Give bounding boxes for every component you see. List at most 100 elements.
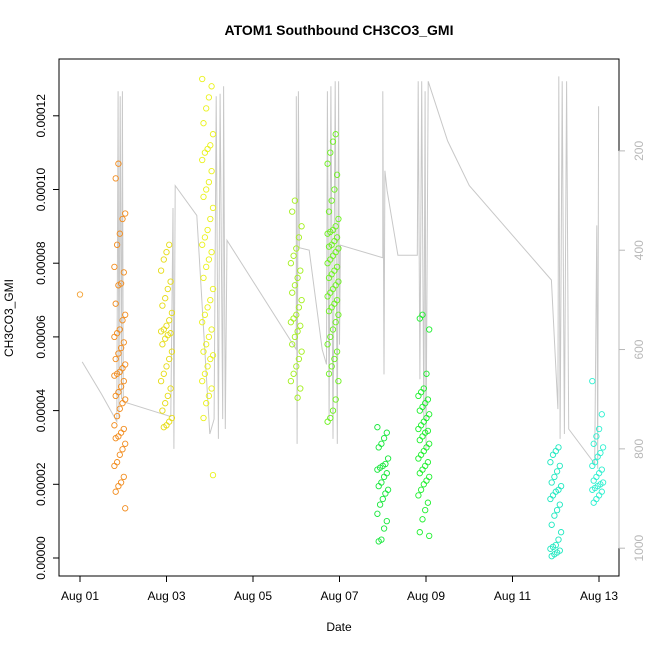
pressure-line-layer [81, 76, 600, 469]
data-points-layer [76, 75, 607, 560]
x-tick-label: Aug 07 [320, 589, 358, 603]
y-tick-label: 0.00002 [34, 462, 48, 506]
data-point [159, 341, 166, 348]
data-point [157, 377, 165, 385]
data-point [294, 394, 301, 401]
data-point [116, 451, 123, 458]
data-point [589, 377, 596, 385]
data-point [120, 269, 127, 276]
data-point [419, 433, 426, 440]
data-point [333, 348, 341, 355]
data-point [111, 372, 118, 379]
data-point [331, 186, 338, 193]
data-point [416, 470, 423, 477]
data-point [547, 495, 554, 503]
data-point [375, 482, 382, 490]
data-point [287, 377, 295, 385]
data-point [324, 418, 331, 425]
data-point [325, 370, 333, 377]
data-point [200, 120, 207, 127]
data-point [203, 263, 210, 271]
data-point [329, 138, 337, 145]
data-point [593, 433, 600, 440]
data-point [199, 319, 206, 326]
data-point [420, 447, 427, 455]
data-point [426, 532, 433, 540]
data-point [160, 256, 167, 263]
data-point [157, 328, 165, 335]
data-point [168, 348, 176, 355]
data-point [112, 300, 119, 307]
data-point [297, 267, 304, 274]
data-point [325, 307, 333, 315]
data-point [324, 341, 331, 348]
data-point [547, 459, 554, 466]
data-point [548, 553, 555, 560]
data-point [111, 462, 118, 470]
data-point [417, 451, 425, 458]
data-point [374, 424, 381, 431]
data-point [599, 444, 607, 451]
data-point [112, 435, 119, 442]
data-point [200, 348, 207, 355]
data-point [207, 142, 214, 149]
data-point [295, 355, 303, 363]
data-point [553, 506, 561, 514]
data-point [380, 525, 388, 532]
data-point [293, 363, 300, 370]
data-point [122, 210, 129, 217]
data-point [209, 285, 217, 293]
data-point [335, 377, 342, 385]
data-point [593, 473, 600, 481]
data-point [297, 322, 304, 329]
x-tick-label: Aug 03 [147, 589, 185, 603]
data-point [167, 385, 174, 392]
data-point [422, 462, 429, 470]
chart-title: ATOM1 Southbound CH3CO3_GMI [225, 22, 454, 38]
data-point [160, 370, 167, 377]
data-point [112, 488, 119, 495]
data-point [201, 370, 209, 377]
data-point [420, 481, 427, 488]
data-point [383, 429, 390, 436]
data-point [329, 252, 337, 259]
data-point [120, 377, 127, 385]
data-point [328, 197, 335, 204]
data-point [122, 440, 129, 447]
data-point [294, 328, 301, 335]
data-point [325, 208, 333, 215]
data-point [117, 383, 125, 390]
data-point [295, 304, 303, 311]
data-point [555, 536, 562, 543]
data-point [335, 311, 342, 318]
data-point [384, 486, 392, 493]
data-point [159, 302, 166, 309]
data-point [327, 333, 334, 341]
data-point [556, 462, 563, 470]
x-tick-label: Aug 09 [407, 589, 445, 603]
data-point [589, 462, 596, 470]
data-point [207, 355, 214, 363]
data-point [201, 149, 209, 156]
data-point [208, 248, 215, 256]
data-point [375, 538, 382, 545]
data-point [593, 495, 600, 503]
data-point [113, 241, 121, 248]
data-point [164, 392, 171, 400]
data-point [327, 149, 334, 156]
data-point [204, 145, 211, 153]
x-axis-label: Date [326, 620, 352, 634]
y-tick-label: 0.00006 [34, 315, 48, 359]
data-point [297, 385, 304, 392]
data-point [199, 377, 206, 385]
data-point [166, 418, 173, 425]
data-point [201, 234, 209, 241]
data-point [335, 215, 342, 223]
data-point [200, 414, 207, 422]
data-point [203, 341, 210, 348]
data-point [293, 245, 300, 252]
data-point [419, 516, 426, 523]
data-point [376, 501, 384, 508]
data-point [325, 274, 333, 282]
data-point [324, 260, 331, 267]
